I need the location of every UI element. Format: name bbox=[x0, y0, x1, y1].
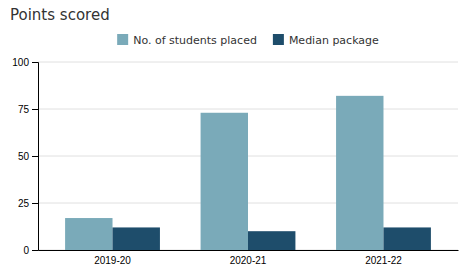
x-axis-line bbox=[39, 250, 459, 251]
legend-swatch bbox=[273, 34, 284, 45]
y-tick-label: 25 bbox=[18, 198, 30, 209]
y-tick: 50 bbox=[18, 151, 38, 162]
legend-item: No. of students placed bbox=[117, 34, 257, 47]
grid-line bbox=[38, 62, 458, 63]
x-tick-label: 2020-21 bbox=[230, 255, 267, 266]
y-tick: 25 bbox=[18, 198, 38, 209]
legend-label: No. of students placed bbox=[133, 34, 257, 47]
x-axis: 2019-20 2020-21 2021-22 bbox=[39, 251, 459, 267]
bar bbox=[201, 113, 248, 250]
y-tick-mark bbox=[32, 109, 38, 110]
legend-label: Median package bbox=[289, 34, 379, 47]
y-tick: 0 bbox=[23, 245, 38, 256]
legend-item: Median package bbox=[273, 34, 379, 47]
x-tick: 2021-22 bbox=[365, 255, 402, 266]
series bbox=[113, 227, 431, 250]
x-tick-label: 2021-22 bbox=[365, 255, 402, 266]
y-tick-label: 100 bbox=[12, 57, 29, 68]
title: Points scored bbox=[10, 6, 110, 24]
y-tick-label: 75 bbox=[18, 104, 30, 115]
legend-swatch bbox=[117, 34, 128, 45]
grid-line bbox=[38, 109, 458, 110]
y-axis: 0 25 50 75 100 bbox=[12, 57, 38, 256]
y-tick-mark bbox=[32, 203, 38, 204]
chart: Points scored 0 25 50 75 100 2019-20 2020-21 202… bbox=[0, 0, 474, 276]
y-tick-label: 0 bbox=[23, 245, 29, 256]
y-tick: 100 bbox=[12, 57, 38, 68]
bar bbox=[113, 227, 160, 250]
bar bbox=[65, 218, 112, 250]
bar bbox=[383, 227, 430, 250]
grid bbox=[38, 62, 458, 250]
y-tick: 75 bbox=[18, 104, 38, 115]
legend: No. of students placed Median package bbox=[117, 34, 379, 47]
bars bbox=[65, 96, 431, 250]
bar bbox=[248, 231, 295, 250]
y-tick-label: 50 bbox=[18, 151, 30, 162]
series bbox=[65, 96, 383, 250]
x-tick: 2019-20 bbox=[94, 255, 131, 266]
y-axis-line bbox=[32, 63, 39, 251]
x-tick: 2020-21 bbox=[230, 255, 267, 266]
x-tick-label: 2019-20 bbox=[94, 255, 131, 266]
y-tick-mark bbox=[32, 250, 38, 251]
plot: 0 25 50 75 100 2019-20 2020-21 2021-22 bbox=[12, 57, 458, 266]
y-tick-mark bbox=[32, 62, 38, 63]
bar bbox=[336, 96, 383, 250]
y-tick-mark bbox=[32, 156, 38, 157]
